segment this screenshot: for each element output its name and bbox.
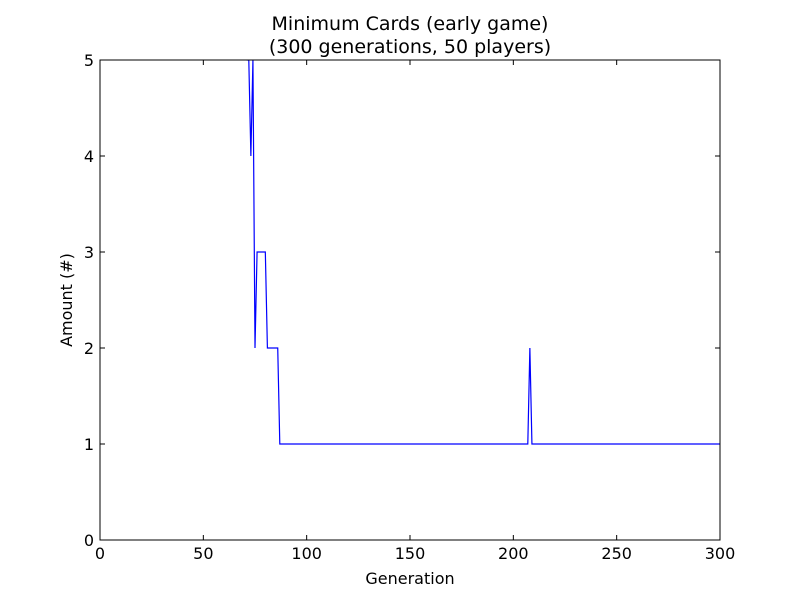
x-tick-label: 200: [498, 544, 529, 563]
y-tick-label: 0: [84, 531, 94, 550]
x-tick-label: 300: [705, 544, 736, 563]
x-tick-label: 100: [291, 544, 322, 563]
chart-subtitle: (300 generations, 50 players): [269, 36, 551, 58]
y-tick-label: 4: [84, 147, 94, 166]
chart-title: Minimum Cards (early game): [272, 13, 549, 35]
y-tick-label: 3: [84, 243, 94, 262]
plot-frame: [99, 59, 721, 541]
x-axis-label: Generation: [365, 569, 454, 588]
x-tick-label: 0: [95, 544, 105, 563]
axis-tick-labels: 0 50 100 150 200 250 300 0 1 2 3 4 5: [84, 51, 735, 563]
plot-area: [246, 60, 720, 445]
y-tick-label: 1: [84, 435, 94, 454]
x-tick-label: 250: [601, 544, 632, 563]
x-tick-label: 50: [193, 544, 213, 563]
y-tick-label: 5: [84, 51, 94, 70]
x-tick-label: 150: [395, 544, 426, 563]
y-tick-label: 2: [84, 339, 94, 358]
series-line: [246, 60, 720, 445]
y-axis-label: Amount (#): [57, 253, 76, 347]
